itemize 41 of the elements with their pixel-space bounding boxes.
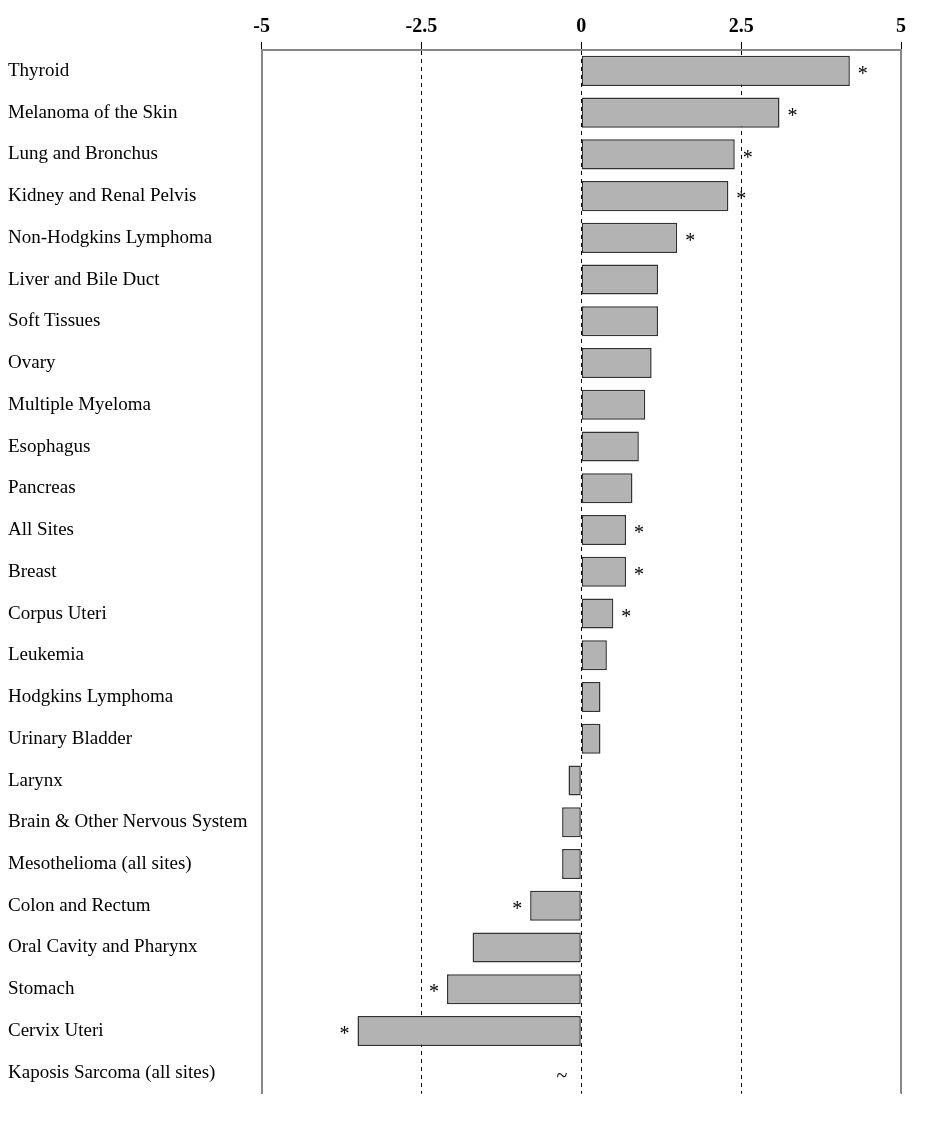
y-tick-label: All Sites [8, 518, 74, 540]
y-tick-label: Mesothelioma (all sites) [8, 851, 192, 874]
y-tick-label: Corpus Uteri [8, 601, 107, 623]
y-tick-label: Urinary Bladder [8, 726, 133, 748]
x-tick-label: 5 [896, 14, 906, 37]
data-label: * [857, 62, 868, 85]
y-tick-label: Stomach [8, 977, 75, 999]
data-label: * [787, 103, 798, 126]
y-tick-label: Breast [8, 559, 58, 581]
y-tick-label: Hodgkins Lymphoma [8, 685, 174, 707]
y-tick-label: Kaposis Sarcoma (all sites) [8, 1060, 216, 1083]
y-tick-label: Liver and Bile Duct [8, 267, 161, 289]
y-tick-label: Multiple Myeloma [8, 392, 152, 414]
data-label: * [339, 1022, 350, 1045]
y-tick-label: Larynx [8, 768, 64, 790]
y-tick-label: Non-Hodgkins Lymphoma [8, 225, 213, 247]
y-tick-label: Oral Cavity and Pharynx [8, 935, 198, 957]
x-tick-label: -5 [253, 14, 270, 37]
data-label: * [512, 897, 523, 919]
data-label: * [685, 229, 696, 252]
x-tick-label: 2.5 [728, 14, 754, 37]
x-tick-label: 0 [576, 14, 587, 37]
y-tick-label: Ovary [8, 351, 56, 373]
data-label: * [621, 604, 632, 627]
y-tick-label: Kidney and Renal Pelvis [8, 184, 197, 206]
data-label: * [742, 145, 753, 168]
y-tick-label: Pancreas [8, 476, 76, 498]
y-tick-label: Leukemia [8, 643, 85, 665]
text: ~ [556, 1063, 568, 1086]
y-tick-label: Colon and Rectum [8, 893, 151, 915]
x-tick-label: -2.5 [405, 14, 438, 37]
y-tick-label: Cervix Uteri [8, 1018, 104, 1040]
data-label: * [634, 563, 645, 586]
data-label: * [634, 521, 645, 544]
data-label: * [429, 980, 440, 1003]
y-tick-label: Melanoma of the Skin [8, 100, 178, 122]
y-tick-label: Lung and Bronchus [8, 142, 158, 164]
y-tick-label: Esophagus [8, 434, 91, 456]
y-tick-label: Soft Tissues [8, 309, 101, 331]
y-tick-label: Thyroid [8, 58, 70, 80]
y-tick-label: Brain & Other Nervous System [8, 810, 248, 832]
